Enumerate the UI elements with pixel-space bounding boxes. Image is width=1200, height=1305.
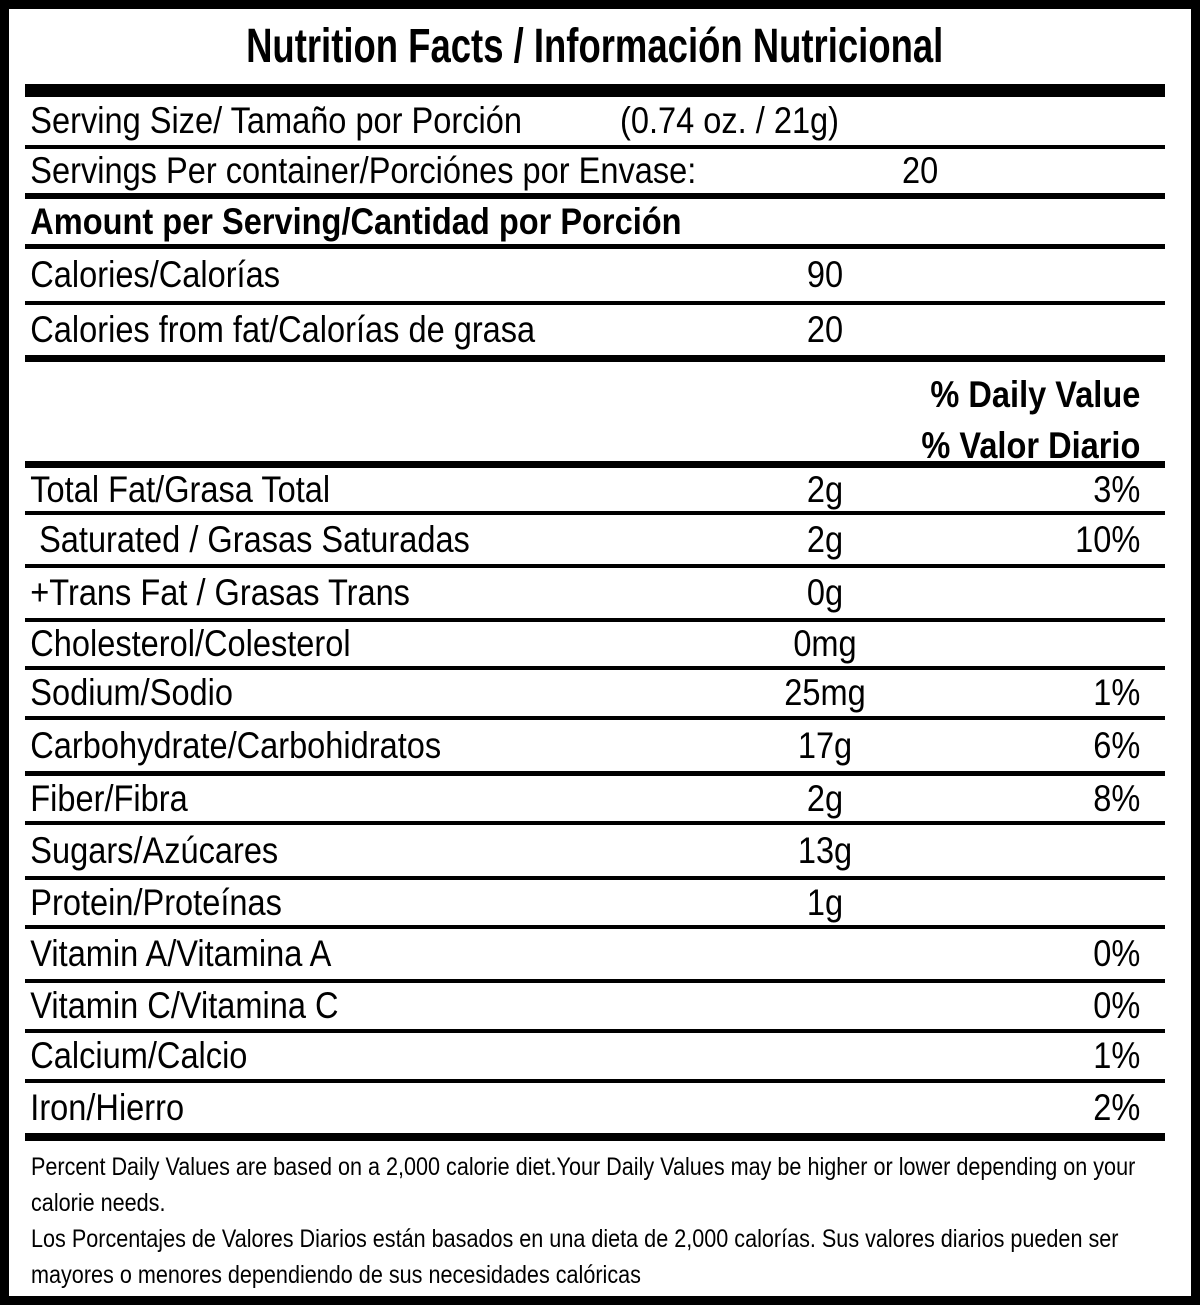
nutrient-dv: 6%: [1093, 724, 1141, 766]
servings-per-container-row: Servings Per container/Porciónes por Env…: [25, 149, 1165, 199]
nutrient-dv: 0%: [1093, 933, 1141, 974]
amount-per-serving-row: Amount per Serving/Cantidad por Porción: [25, 199, 1165, 249]
daily-value-header-en: % Daily Value: [930, 374, 1141, 415]
nutrient-row-total-fat: Total Fat/Grasa Total 2g 3%: [25, 468, 1165, 515]
nutrient-label: Protein/Proteínas: [30, 881, 282, 923]
servings-per-container-label: Servings Per container/Porciónes por Env…: [30, 150, 697, 191]
nutrient-row-sugars: Sugars/Azúcares 13g: [25, 825, 1165, 880]
nutrient-amount: 25mg: [784, 672, 866, 713]
calories-from-fat-value: 20: [806, 309, 844, 350]
nutrient-label: +Trans Fat / Grasas Trans: [30, 572, 410, 613]
nutrient-label: Fiber/Fibra: [30, 777, 188, 819]
nutrient-dv: 1%: [1093, 672, 1141, 713]
nutrient-label: Iron/Hierro: [30, 1087, 185, 1128]
nutrient-row-fiber: Fiber/Fibra 2g 8%: [25, 776, 1165, 825]
nutrient-amount: 2g: [806, 468, 844, 510]
serving-size-row: Serving Size/ Tamaño por Porción (0.74 o…: [25, 97, 1165, 149]
title-bar: Nutrition Facts / Información Nutriciona…: [25, 9, 1165, 97]
nutrient-row-cholesterol: Cholesterol/Colesterol 0mg: [25, 622, 1165, 670]
footnote-text: Percent Daily Values are based on a 2,00…: [31, 1149, 1165, 1293]
nutrient-amount: 2g: [806, 518, 844, 560]
nutrient-dv: 1%: [1093, 1035, 1141, 1076]
nutrient-label: Sodium/Sodio: [30, 672, 234, 713]
nutrient-amount: 2g: [806, 777, 844, 819]
nutrient-label: Sugars/Azúcares: [30, 829, 279, 871]
nutrient-dv: 2%: [1093, 1087, 1141, 1128]
amount-per-serving-header: Amount per Serving/Cantidad por Porción: [30, 200, 682, 242]
footnote-es: Los Porcentajes de Valores Diarios están…: [31, 1225, 1119, 1289]
nutrient-dv: 8%: [1093, 777, 1141, 819]
nutrient-dv: 0%: [1093, 985, 1141, 1026]
nutrient-row-protein: Protein/Proteínas 1g: [25, 880, 1165, 929]
calories-value: 90: [806, 254, 844, 295]
nutrient-label: Cholesterol/Colesterol: [30, 623, 351, 664]
nutrient-row-carbohydrate: Carbohydrate/Carbohidratos 17g 6%: [25, 720, 1165, 776]
nutrient-row-vitamin-c: Vitamin C/Vitamina C 0%: [25, 983, 1165, 1033]
calories-row: Calories/Calorías 90: [25, 249, 1165, 305]
servings-per-container-value: 20: [901, 150, 939, 191]
daily-value-header-es: % Valor Diario: [921, 425, 1141, 466]
nutrient-row-saturated-fat: Saturated / Grasas Saturadas 2g 10%: [25, 515, 1165, 568]
calories-from-fat-label: Calories from fat/Calorías de grasa: [30, 309, 536, 350]
daily-value-header: % Daily Value % Valor Diario: [25, 362, 1165, 468]
nutrient-row-calcium: Calcium/Calcio 1%: [25, 1033, 1165, 1083]
nutrient-label: Total Fat/Grasa Total: [30, 468, 331, 510]
serving-size-value: (0.74 oz. / 21g): [620, 100, 840, 141]
nutrient-row-sodium: Sodium/Sodio 25mg 1%: [25, 670, 1165, 720]
nutrient-amount: 17g: [797, 724, 853, 766]
nutrient-dv: 10%: [1075, 518, 1141, 560]
label-body: Nutrition Facts / Información Nutriciona…: [9, 9, 1191, 1293]
nutrient-row-iron: Iron/Hierro 2%: [25, 1083, 1165, 1141]
footnote-en: Percent Daily Values are based on a 2,00…: [31, 1153, 1136, 1217]
nutrient-amount: 0mg: [793, 623, 857, 664]
calories-from-fat-row: Calories from fat/Calorías de grasa 20: [25, 305, 1165, 362]
nutrient-label: Vitamin C/Vitamina C: [30, 985, 339, 1026]
label-title: Nutrition Facts / Información Nutriciona…: [246, 20, 944, 73]
calories-label: Calories/Calorías: [30, 254, 281, 295]
serving-size-label: Serving Size/ Tamaño por Porción: [30, 100, 522, 141]
nutrient-label: Calcium/Calcio: [30, 1035, 248, 1076]
nutrient-label: Vitamin A/Vitamina A: [30, 933, 332, 974]
nutrient-amount: 0g: [806, 572, 844, 613]
nutrient-row-vitamin-a: Vitamin A/Vitamina A 0%: [25, 929, 1165, 983]
nutrient-label: Carbohydrate/Carbohidratos: [30, 724, 442, 766]
nutrient-row-trans-fat: +Trans Fat / Grasas Trans 0g: [25, 568, 1165, 622]
nutrient-amount: 1g: [806, 881, 844, 923]
footnote: Percent Daily Values are based on a 2,00…: [25, 1141, 1165, 1293]
nutrient-amount: 13g: [797, 829, 853, 871]
nutrient-dv: 3%: [1093, 468, 1141, 510]
nutrient-label: Saturated / Grasas Saturadas: [39, 518, 470, 560]
